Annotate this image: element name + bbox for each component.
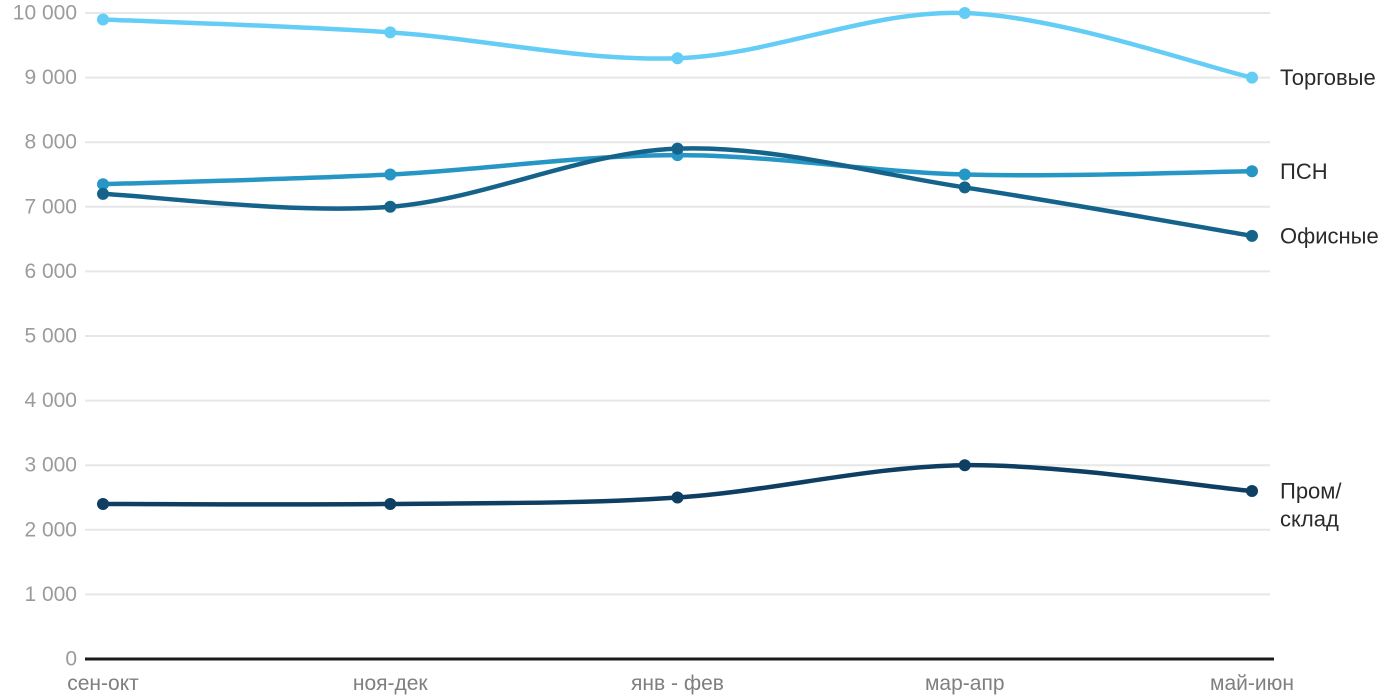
data-point-ofisnye-1 xyxy=(384,200,397,213)
gridlines-group xyxy=(85,12,1274,661)
data-point-ofisnye-2 xyxy=(671,142,684,155)
data-point-torgovye-3 xyxy=(958,7,971,19)
y-tick-label: 10 000 xyxy=(13,2,77,25)
data-point-prom-sklad-2 xyxy=(671,491,684,504)
series-group-ofisnye: Офисные xyxy=(97,142,1379,248)
x-tick-label: мар-апр xyxy=(925,672,1005,695)
data-point-psn-0 xyxy=(97,178,109,191)
x-tick-label: янв - фев xyxy=(631,672,724,695)
y-tick-label: 5 000 xyxy=(24,325,77,348)
series-group-psn: ПСН xyxy=(97,149,1328,191)
series-line-torgovye xyxy=(100,10,1255,80)
data-point-psn-3 xyxy=(958,168,971,181)
data-point-torgovye-4 xyxy=(1246,71,1258,84)
data-point-ofisnye-3 xyxy=(958,181,971,194)
y-tick-label: 0 xyxy=(65,648,77,671)
data-point-psn-1 xyxy=(384,168,397,181)
data-point-torgovye-2 xyxy=(671,52,684,65)
y-tick-label: 4 000 xyxy=(24,389,77,412)
x-tick-label: сен-окт xyxy=(67,672,139,695)
series-line-ofisnye xyxy=(100,146,1255,239)
data-point-torgovye-0 xyxy=(97,13,109,26)
data-point-prom-sklad-4 xyxy=(1246,485,1258,498)
x-tick-label: ноя-дек xyxy=(353,672,429,695)
data-point-psn-4 xyxy=(1246,165,1258,178)
series-label-prom-sklad: склад xyxy=(1280,507,1339,532)
series-label-ofisnye: Офисные xyxy=(1280,223,1379,248)
series-label-torgovye: Торговые xyxy=(1280,65,1376,90)
data-point-ofisnye-4 xyxy=(1246,229,1258,242)
y-tick-label: 3 000 xyxy=(24,454,77,477)
y-tick-label: 1 000 xyxy=(24,583,77,606)
y-tick-label: 9 000 xyxy=(24,66,77,89)
y-axis-labels-group: 0 1 000 2 000 3 000 4 000 5 000 6 000 7 000 8 00… xyxy=(13,2,77,671)
data-point-prom-sklad-3 xyxy=(958,459,971,472)
x-tick-label: май-июн xyxy=(1210,672,1294,695)
y-tick-label: 2 000 xyxy=(24,518,77,541)
series-label-psn: ПСН xyxy=(1280,159,1328,184)
data-point-ofisnye-0 xyxy=(97,187,109,200)
data-point-prom-sklad-0 xyxy=(97,497,109,510)
y-tick-label: 6 000 xyxy=(24,260,77,283)
x-axis-labels-group: сен-окт ноя-дек янв - фев мар-апр май-июн xyxy=(67,672,1294,695)
data-point-torgovye-1 xyxy=(384,26,397,39)
y-tick-label: 8 000 xyxy=(24,131,77,154)
data-point-prom-sklad-1 xyxy=(384,497,397,510)
y-tick-label: 7 000 xyxy=(24,195,77,218)
series-group-torgovye: Торговые xyxy=(97,7,1376,90)
series-label-prom-sklad: Пром/ xyxy=(1280,479,1342,504)
series-group-prom-sklad: Пром/склад xyxy=(97,459,1342,532)
